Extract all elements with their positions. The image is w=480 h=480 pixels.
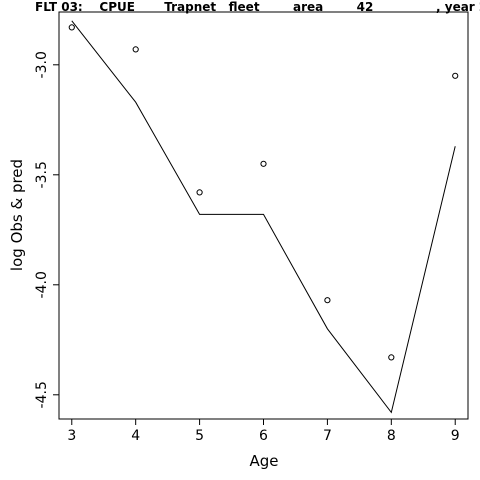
x-tick-label: 3 bbox=[67, 428, 76, 444]
x-axis: 3 4 5 6 7 8 9 bbox=[67, 419, 460, 444]
predicted-series-line bbox=[71, 20, 456, 414]
x-tick-label: 8 bbox=[387, 428, 396, 444]
observed-point bbox=[68, 24, 75, 31]
observed-point bbox=[196, 189, 203, 196]
observed-point bbox=[324, 297, 331, 304]
y-axis-label: log Obs & pred bbox=[8, 159, 26, 271]
observed-point bbox=[452, 72, 459, 79]
chart-title: FLT 03: CPUE Trapnet fleet area 42 , yea… bbox=[35, 0, 480, 14]
y-tick-label: -3.5 bbox=[34, 161, 50, 188]
plot-frame bbox=[58, 11, 469, 420]
y-tick-label: -4.5 bbox=[34, 381, 50, 408]
x-axis-label: Age bbox=[249, 452, 278, 470]
x-tick-label: 7 bbox=[323, 428, 332, 444]
observed-point bbox=[132, 46, 139, 53]
y-axis: -3.0 -3.5 -4.0 -4.5 bbox=[34, 51, 59, 408]
x-tick-label: 5 bbox=[195, 428, 204, 444]
x-tick-label: 9 bbox=[451, 428, 460, 444]
x-tick-label: 6 bbox=[259, 428, 268, 444]
observed-points bbox=[68, 24, 459, 361]
observed-point bbox=[388, 354, 395, 361]
y-tick-label: -4.0 bbox=[34, 271, 50, 298]
predicted-line bbox=[71, 20, 456, 414]
observed-point bbox=[260, 160, 267, 167]
y-tick-label: -3.0 bbox=[34, 51, 50, 78]
x-tick-label: 4 bbox=[131, 428, 140, 444]
